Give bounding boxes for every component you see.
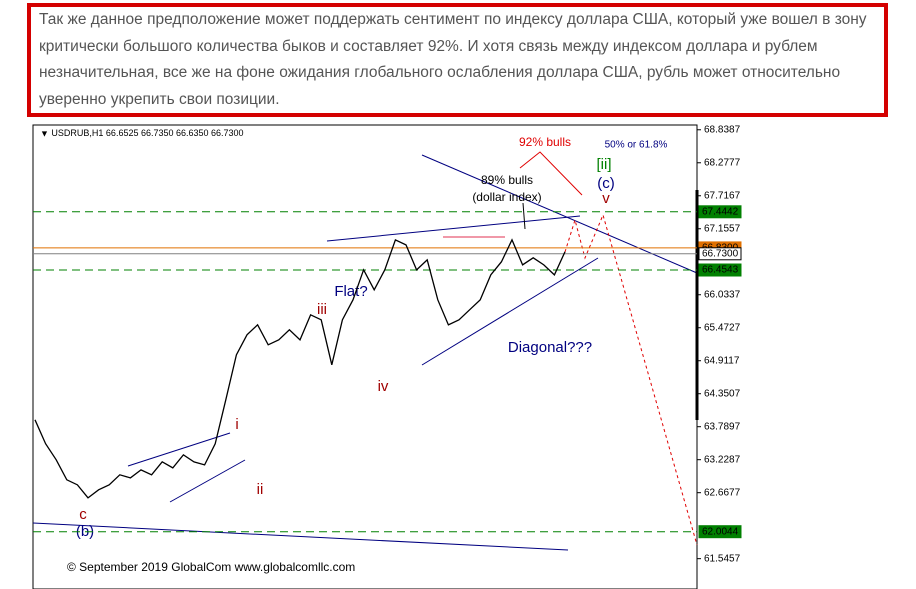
annotation: [ii] [597,156,612,173]
level-box [698,263,742,277]
y-tick-label: 62.6677 [704,487,741,498]
y-tick-label: 66.0337 [704,289,741,300]
level-box [698,205,742,219]
annotation: (c) [597,175,615,192]
annotation: iv [378,378,389,395]
annotation: v [602,190,610,207]
annotation: ii [257,481,264,498]
text-line: критически большого количества быков и с… [39,37,818,55]
plot-frame [32,124,698,589]
y-tick-label: 64.9117 [704,355,740,366]
annotation: 50% or 61.8% [605,140,668,151]
annotation: Diagonal??? [508,339,592,356]
level-label: 66.7300 [702,248,739,259]
text-line: Так же данное предположение может поддер… [39,11,867,28]
annotation: Flat? [334,283,367,300]
y-tick-label: 65.4727 [704,322,741,333]
level-box [698,247,742,261]
level-box [698,525,742,539]
y-tick-label: 68.2777 [704,157,741,168]
y-tick-label: 63.2287 [704,454,741,465]
y-tick-label: 64.3507 [704,388,741,399]
text-line: уверенно укрепить свои позиции. [39,90,280,108]
text-box: Так же данное предположение может поддер… [27,3,888,117]
annotation: c [79,506,87,523]
annotation: iii [317,301,327,318]
annotation: i [235,416,238,433]
level-label: 67.4442 [702,206,739,217]
text-line: незначительная, все же на фоне ожидания … [39,64,841,81]
level-label: 66.4543 [702,265,739,276]
y-tick-label: 67.7167 [704,190,741,201]
annotation: (dollar index) [472,190,541,204]
annotation: 89% bulls [481,173,533,187]
price-line [34,238,566,499]
y-tick-label: 67.1557 [704,223,741,234]
y-tick-label: 68.8387 [704,124,741,135]
copyright: © September 2019 GlobalCom www.globalcom… [67,560,355,574]
level-label: 62.0044 [702,526,739,537]
annotation: 92% bulls [519,135,571,149]
chart-title: ▼ USDRUB,H1 66.6525 66.7350 66.6350 66.7… [40,128,244,138]
y-tick-label: 61.5457 [704,553,741,564]
y-tick-label: 63.7897 [704,421,741,432]
annotations: 92% bulls 50% or 61.8% [ii] (c) v 89% bu… [67,135,668,574]
